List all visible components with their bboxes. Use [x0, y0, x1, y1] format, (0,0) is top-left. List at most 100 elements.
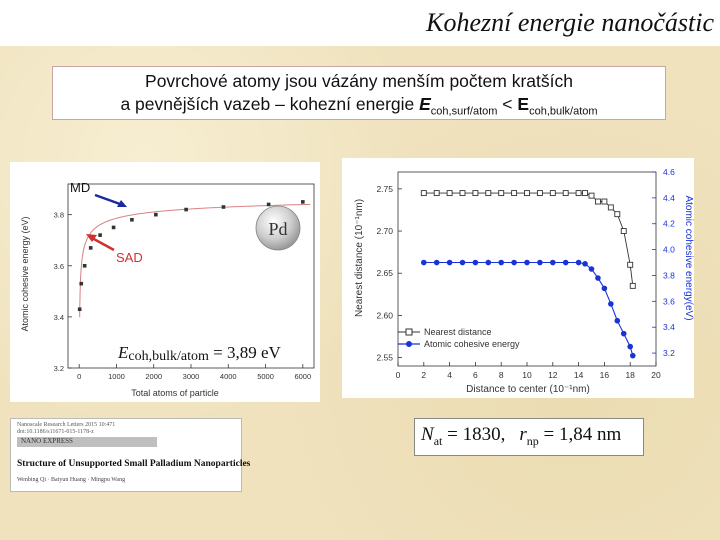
- nearest-distance-line: [423, 192, 634, 286]
- nearest-distance-point: [620, 228, 627, 234]
- nearest-distance-point: [627, 261, 634, 268]
- x-tick-label: 14: [574, 370, 584, 380]
- nearest-distance-point: [582, 190, 589, 197]
- data-point: [301, 200, 305, 204]
- e-symbol-surf: E: [419, 94, 431, 114]
- nearest-distance-point: [485, 190, 492, 197]
- y2-tick-label: 4.6: [663, 167, 675, 177]
- y2-tick-label: 3.4: [663, 322, 675, 332]
- x-tick-label: 2000: [145, 372, 162, 381]
- n-sub: at: [433, 433, 443, 448]
- nearest-distance-point: [524, 190, 530, 197]
- cohesive-energy-point: [498, 259, 504, 266]
- title-bar: Kohezní energie nanočástic: [0, 0, 720, 46]
- cohesive-energy-point: [524, 259, 530, 266]
- data-point: [77, 307, 82, 312]
- md-arrow-head: [117, 200, 127, 207]
- nearest-distance-point: [594, 198, 601, 205]
- formula-sub: coh,bulk/atom: [128, 349, 209, 364]
- y-axis-label: Atomic cohesive energy (eV): [20, 216, 30, 331]
- cohesive-energy-point: [485, 259, 492, 266]
- journal-line-2: doi:10.1186/s11671-015-1178-z: [17, 429, 94, 435]
- cohesive-energy-point: [595, 275, 601, 281]
- cohesive-energy-point: [421, 259, 427, 266]
- nearest-distance-point: [498, 190, 505, 197]
- article-title: Structure of Unsupported Small Palladium…: [17, 459, 251, 469]
- legend: Nearest distance Atomic cohesive energy: [398, 327, 520, 349]
- data-point: [98, 233, 102, 237]
- md-label: MD: [70, 180, 90, 195]
- sub-bulk: coh,bulk/atom: [529, 105, 598, 118]
- statement-line-2: a pevnějších vazeb – kohezní energie Eco…: [53, 93, 665, 124]
- data-point: [184, 207, 188, 212]
- cohesive-energy-line: [423, 261, 634, 356]
- x-tick-label: 5000: [257, 372, 274, 381]
- y2-tick-label: 4.0: [663, 245, 675, 255]
- nearest-distance-point: [549, 190, 556, 197]
- pd-sphere: [255, 205, 301, 251]
- nearest-distance-chart: 0 2 4 6 8 10 12 14 16 18 20 2.55 2.60 2.65 2.70 2.75 3.2…: [354, 167, 694, 395]
- x-tick-label: 4: [447, 370, 452, 380]
- nearest-distance-point: [607, 204, 614, 211]
- x-tick-label: 0: [396, 370, 401, 380]
- y-tick-label: 3.6: [54, 262, 64, 271]
- n-symbol: N: [421, 424, 434, 445]
- cohesive-energy-point: [575, 259, 582, 266]
- x-tick-label: 20: [651, 370, 661, 380]
- statement-prefix: a pevnějších vazeb – kohezní energie: [120, 94, 420, 114]
- sad-label: SAD: [116, 250, 143, 265]
- x-tick-label: 16: [600, 370, 610, 380]
- y-tick-label: 2.55: [376, 353, 393, 363]
- x-axis-label: Distance to center (10⁻¹nm): [466, 384, 590, 395]
- cohesive-energy-point: [627, 343, 633, 350]
- nearest-distance-point: [575, 190, 582, 197]
- cohesive-energy-point: [562, 259, 569, 266]
- journal-line-1: Nanoscale Research Letters 2015 10:471: [17, 422, 116, 428]
- nearest-distance-point: [614, 211, 621, 218]
- md-arrow: [94, 193, 121, 206]
- r-sub: np: [526, 433, 539, 448]
- x-tick-label: 2: [421, 370, 426, 380]
- n-value: = 1830,: [442, 424, 506, 445]
- e-symbol-bulk: E: [517, 94, 530, 114]
- data-point: [88, 246, 93, 250]
- x-tick-label: 0: [77, 372, 81, 381]
- y-tick-label: 3.8: [54, 211, 64, 220]
- y-tick-label: 2.60: [376, 310, 393, 320]
- x-tick-label: 10: [522, 370, 532, 380]
- statement-line-1: Povrchové atomy jsou vázány menším počte…: [145, 71, 573, 91]
- x-axis-label: Total atoms of particle: [131, 388, 219, 398]
- nano-express-badge: [17, 437, 157, 447]
- nearest-distance-point: [629, 282, 636, 289]
- cohesive-energy-panel: 0 1000 2000 3000 4000 5000 6000 3.2 3.4 3.6 3.8 To…: [10, 162, 320, 402]
- y2-tick-label: 4.4: [663, 193, 675, 203]
- data-point: [82, 263, 87, 268]
- r-value: = 1,84 nm: [538, 424, 622, 445]
- pd-label: Pd: [268, 219, 287, 239]
- cohesive-energy-point: [608, 301, 614, 307]
- formula-e: E: [117, 343, 129, 362]
- cohesive-energy-point: [550, 259, 556, 266]
- particle-formula: Nat = 1830, rnp = 1,84 nm: [421, 424, 621, 449]
- nearest-distance-point: [601, 198, 608, 205]
- r-symbol: r: [519, 424, 527, 445]
- nearest-distance-point: [459, 190, 466, 197]
- less-than: <: [497, 94, 518, 114]
- y2-tick-label: 3.2: [663, 348, 675, 358]
- nearest-distance-point: [433, 190, 440, 197]
- cohesive-energy-point: [629, 352, 636, 359]
- cohesive-energy-point: [433, 259, 440, 266]
- x-tick-label: 8: [499, 370, 504, 380]
- data-point: [221, 205, 226, 209]
- nearest-distance-point: [588, 192, 595, 199]
- nearest-distance-panel: 0 2 4 6 8 10 12 14 16 18 20 2.55 2.60 2.65 2.70 2.75 3.2…: [342, 158, 694, 398]
- y-tick-label: 2.65: [376, 268, 393, 278]
- nearest-distance-point: [446, 190, 453, 197]
- cohesive-energy-point: [537, 259, 543, 266]
- cohesive-energy-point: [614, 317, 621, 324]
- y-tick-label: 2.75: [376, 184, 393, 194]
- nearest-distance-point: [511, 190, 518, 197]
- data-point: [130, 217, 134, 222]
- cohesive-energy-point: [472, 259, 479, 266]
- svg-text:Ecoh,bulk/atom = 3,89 eV: Ecoh,bulk/atom = 3,89 eV: [117, 343, 282, 364]
